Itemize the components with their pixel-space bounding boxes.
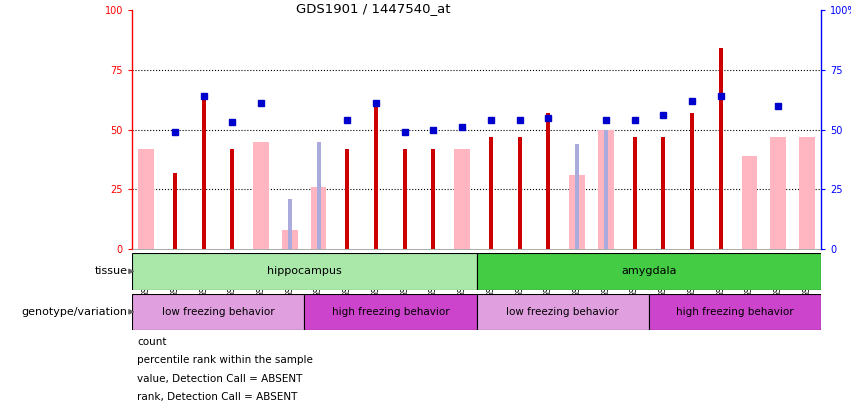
Bar bbox=[569, 175, 585, 249]
Bar bbox=[346, 149, 349, 249]
Bar bbox=[132, 253, 477, 290]
Text: low freezing behavior: low freezing behavior bbox=[506, 307, 619, 317]
Bar bbox=[231, 149, 234, 249]
Text: low freezing behavior: low freezing behavior bbox=[162, 307, 274, 317]
Bar bbox=[690, 113, 694, 249]
Text: GDS1901 / 1447540_at: GDS1901 / 1447540_at bbox=[296, 2, 450, 15]
Bar bbox=[648, 294, 821, 330]
Bar bbox=[546, 113, 551, 249]
Bar bbox=[403, 149, 407, 249]
Bar bbox=[311, 187, 327, 249]
Text: genotype/variation: genotype/variation bbox=[21, 307, 128, 317]
Bar bbox=[598, 130, 614, 249]
Bar bbox=[254, 142, 269, 249]
Bar bbox=[132, 294, 304, 330]
Bar bbox=[317, 142, 321, 249]
Bar bbox=[173, 173, 177, 249]
Bar bbox=[139, 149, 154, 249]
Bar bbox=[374, 106, 378, 249]
Bar bbox=[632, 137, 637, 249]
Bar bbox=[575, 144, 579, 249]
Bar bbox=[799, 137, 814, 249]
Bar bbox=[604, 130, 608, 249]
Text: high freezing behavior: high freezing behavior bbox=[332, 307, 449, 317]
Bar bbox=[202, 94, 206, 249]
Text: percentile rank within the sample: percentile rank within the sample bbox=[137, 356, 313, 365]
Bar bbox=[770, 137, 786, 249]
Bar bbox=[517, 137, 522, 249]
Text: value, Detection Call = ABSENT: value, Detection Call = ABSENT bbox=[137, 374, 302, 384]
Text: hippocampus: hippocampus bbox=[267, 266, 341, 276]
Bar bbox=[431, 149, 436, 249]
Bar bbox=[288, 199, 292, 249]
Text: count: count bbox=[137, 337, 167, 347]
Text: high freezing behavior: high freezing behavior bbox=[677, 307, 794, 317]
Bar bbox=[489, 137, 493, 249]
Bar bbox=[477, 253, 821, 290]
Bar bbox=[304, 294, 477, 330]
Text: amygdala: amygdala bbox=[621, 266, 677, 276]
Text: rank, Detection Call = ABSENT: rank, Detection Call = ABSENT bbox=[137, 392, 297, 402]
Bar bbox=[719, 48, 722, 249]
Text: tissue: tissue bbox=[94, 266, 128, 276]
Bar bbox=[282, 230, 298, 249]
Bar bbox=[741, 156, 757, 249]
Bar bbox=[454, 149, 470, 249]
Bar bbox=[661, 137, 665, 249]
Bar bbox=[477, 294, 648, 330]
